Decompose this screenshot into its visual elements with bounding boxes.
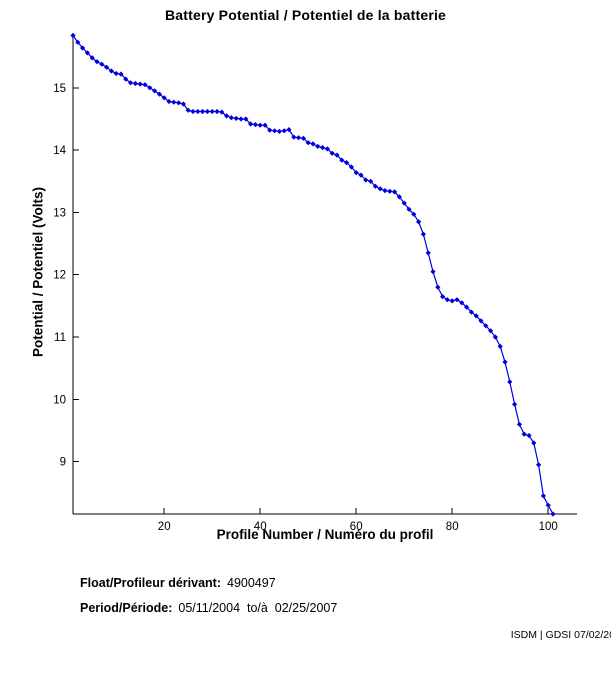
- y-tick-label: 13: [53, 207, 66, 219]
- x-axis-label: Profile Number / Numéro du profil: [216, 527, 434, 542]
- x-tick-label: 60: [350, 521, 363, 533]
- isdm-credit: ISDM | GDSI 07/02/20: [510, 629, 611, 641]
- float-id-value: 4900497: [227, 576, 276, 590]
- y-tick-label: 14: [53, 145, 66, 157]
- y-axis-label: Potential / Potentiel (Volts): [30, 186, 46, 358]
- x-tick-label: 80: [446, 521, 459, 533]
- x-tick-label: 40: [254, 521, 267, 533]
- data-point-markers: [70, 32, 556, 517]
- period-line: Period/Période: 05/11/2004 to/à 02/25/200…: [80, 601, 337, 615]
- float-id-label: Float/Profileur dérivant:: [80, 576, 221, 590]
- plot-line: [72, 35, 554, 515]
- float-id-line: Float/Profileur dérivant: 4900497: [80, 576, 276, 590]
- y-tick-label: 12: [53, 270, 66, 282]
- period-value: 05/11/2004 to/à 02/25/2007: [178, 601, 338, 615]
- x-tick-label: 20: [158, 521, 171, 533]
- y-tick-label: 15: [53, 83, 66, 95]
- x-tick-label: 100: [539, 521, 558, 533]
- period-label: Period/Période:: [80, 601, 173, 615]
- y-tick-label: 9: [60, 457, 66, 469]
- y-tick-label: 11: [54, 332, 66, 344]
- y-tick-label: 10: [53, 394, 66, 406]
- chart-title: Battery Potential / Potentiel de la batt…: [164, 7, 447, 23]
